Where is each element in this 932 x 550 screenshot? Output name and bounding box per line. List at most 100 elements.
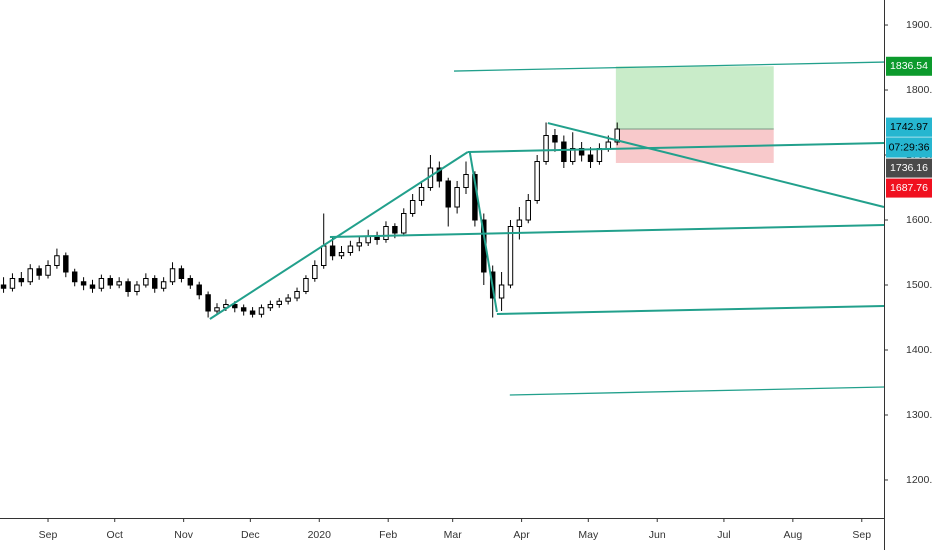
candle-body — [36, 268, 42, 276]
candle-body — [285, 297, 291, 302]
x-tick-label: Oct — [107, 529, 123, 541]
candle-body — [205, 294, 211, 312]
candle-body — [347, 245, 354, 254]
candle-body — [152, 277, 158, 289]
x-tick-label: Feb — [379, 529, 397, 541]
y-tick-label: 1200.00 — [906, 474, 932, 486]
candle-body — [445, 180, 451, 208]
candle-body — [409, 200, 416, 215]
candle-body — [418, 187, 425, 202]
trend-line — [467, 141, 885, 154]
trend-line — [453, 61, 885, 72]
candle-body — [27, 268, 33, 283]
candle-body — [0, 284, 7, 289]
x-tick-label: Aug — [783, 529, 802, 541]
price-label-box — [886, 178, 932, 198]
x-tick-label: Apr — [513, 529, 530, 541]
candle-body — [276, 300, 282, 305]
x-tick-label: Nov — [174, 529, 193, 541]
candle-body — [312, 264, 318, 279]
candle-body — [383, 226, 389, 241]
candle-body — [392, 226, 398, 234]
candle-body — [534, 161, 540, 202]
candle-body — [80, 281, 87, 286]
time-axis-bg — [0, 518, 932, 550]
trend-line — [209, 151, 469, 320]
candle-body — [107, 277, 114, 286]
candle-body — [587, 154, 594, 163]
candle-body — [169, 268, 176, 283]
x-tick-label: May — [578, 529, 599, 541]
y-tick-label: 1300.00 — [906, 409, 932, 421]
y-tick-label: 1900.00 — [906, 19, 932, 31]
price-label: 1687.76 — [890, 182, 928, 194]
candle-body — [329, 245, 336, 257]
candle-body — [436, 167, 443, 182]
candle-body — [267, 303, 274, 309]
x-tick-label: Mar — [444, 529, 463, 541]
profit-zone — [615, 66, 774, 130]
x-tick-label: 2020 — [308, 529, 332, 541]
candle-body — [401, 213, 407, 234]
candle-body — [249, 310, 256, 315]
candle-body — [232, 303, 238, 309]
x-tick-label: Sep — [852, 529, 871, 541]
candle-body — [9, 277, 16, 289]
price-label-box — [886, 56, 932, 76]
candle-body — [303, 277, 309, 292]
candle-body — [570, 148, 576, 163]
candle-body — [134, 284, 140, 292]
candle-body — [125, 281, 131, 292]
x-tick-label: Dec — [241, 529, 260, 541]
candle-body — [89, 284, 96, 289]
x-tick-label: Jul — [717, 529, 730, 541]
x-tick-label: Sep — [39, 529, 58, 541]
candle-body — [54, 255, 60, 266]
candle-body — [516, 219, 523, 228]
candle-body — [525, 200, 531, 221]
trend-line — [509, 386, 885, 396]
countdown: 07:29:36 — [889, 141, 930, 153]
candle-body — [543, 135, 549, 163]
candle-body — [605, 141, 612, 150]
trend-line — [468, 151, 498, 313]
price-label: 1736.16 — [890, 162, 928, 174]
candle-body — [507, 226, 514, 286]
price-label-box — [886, 158, 932, 178]
candle-body — [18, 277, 25, 283]
candle-body — [143, 277, 149, 286]
trend-line — [547, 122, 885, 208]
candle-body — [356, 242, 363, 247]
candle-body — [63, 255, 69, 273]
price-axis-bg — [884, 0, 932, 550]
y-tick-label: 1800.00 — [906, 84, 932, 96]
candle-body — [214, 307, 220, 312]
candle-body — [561, 141, 567, 163]
candle-body — [240, 307, 247, 312]
candle-body — [463, 174, 469, 189]
candle-body — [187, 277, 194, 286]
candle-body — [320, 245, 327, 266]
candle-body — [498, 284, 505, 299]
candle-body — [160, 281, 167, 289]
candle-body — [196, 284, 202, 296]
candle-body — [578, 148, 585, 156]
price-label: 1742.97 — [890, 121, 928, 133]
trend-line — [496, 304, 885, 315]
candle-body — [552, 135, 558, 143]
candle-body — [98, 277, 105, 289]
candle-body — [178, 268, 185, 279]
trend-line — [329, 224, 885, 239]
candle-body — [258, 307, 265, 315]
y-tick-label: 1600.00 — [906, 214, 932, 226]
y-tick-label: 1400.00 — [906, 344, 932, 356]
candle-body — [116, 281, 122, 286]
candle-body — [454, 187, 460, 208]
candle-body — [338, 252, 345, 257]
y-tick-label: 1500.00 — [906, 279, 932, 291]
price-label: 1836.54 — [890, 60, 928, 72]
candle-body — [614, 128, 620, 143]
